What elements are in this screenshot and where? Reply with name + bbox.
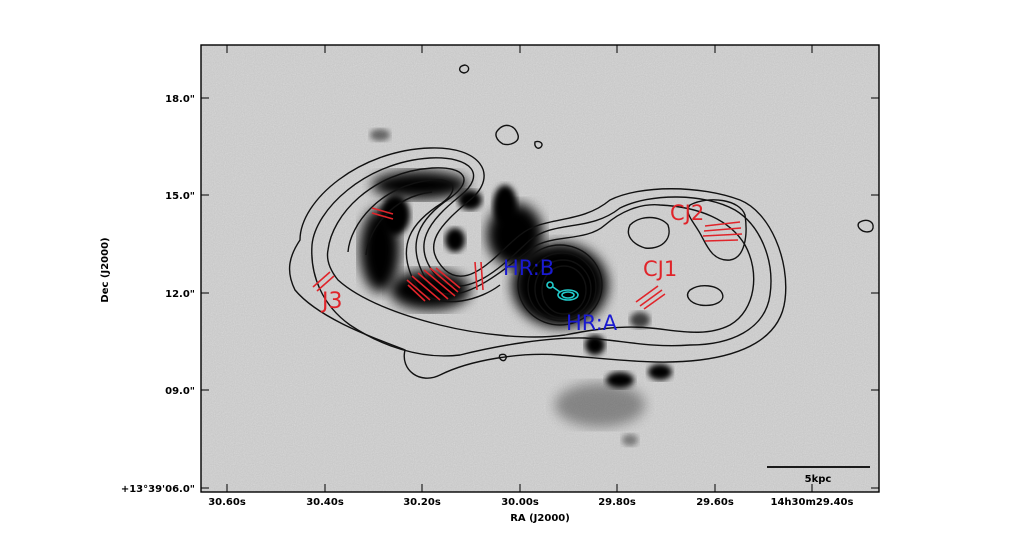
label-hr-b: HR:B <box>503 256 554 280</box>
x-tick-label: 29.60s <box>696 497 734 508</box>
label-j3: J3 <box>320 289 343 314</box>
y-axis-title: Dec (J2000) <box>100 237 111 302</box>
y-tick-label: 12.0" <box>165 289 195 300</box>
x-tick-label: 14h30m29.40s <box>771 497 854 508</box>
y-tick-labels: 18.0" 15.0" 12.0" 09.0" +13°39'06.0" <box>121 94 195 495</box>
x-tick-labels: 30.60s 30.40s 30.20s 30.00s 29.80s 29.60… <box>208 497 853 508</box>
cyan-contours <box>546 281 579 301</box>
radio-contours <box>288 64 874 379</box>
image-panel <box>201 45 879 492</box>
scale-bar-label: 5kpc <box>805 474 832 485</box>
label-hr-a: HR:A <box>566 311 618 335</box>
x-tick-label: 30.40s <box>306 497 344 508</box>
x-axis-title: RA (J2000) <box>510 513 570 524</box>
polarization-vectors <box>312 207 743 310</box>
y-tick-label: 15.0" <box>165 191 195 202</box>
x-tick-label: 30.00s <box>501 497 539 508</box>
x-tick-label: 29.80s <box>598 497 636 508</box>
x-tick-label: 30.60s <box>208 497 246 508</box>
plot-frame <box>200 44 880 493</box>
galaxy-emission <box>360 129 672 446</box>
label-cj2: CJ2 <box>670 201 704 225</box>
x-tick-label: 30.20s <box>403 497 441 508</box>
label-cj1: CJ1 <box>643 257 677 281</box>
y-tick-label: 18.0" <box>165 94 195 105</box>
y-tick-label: 09.0" <box>165 386 195 397</box>
y-tick-label: +13°39'06.0" <box>121 484 195 495</box>
scale-bar: 5kpc <box>767 466 870 485</box>
